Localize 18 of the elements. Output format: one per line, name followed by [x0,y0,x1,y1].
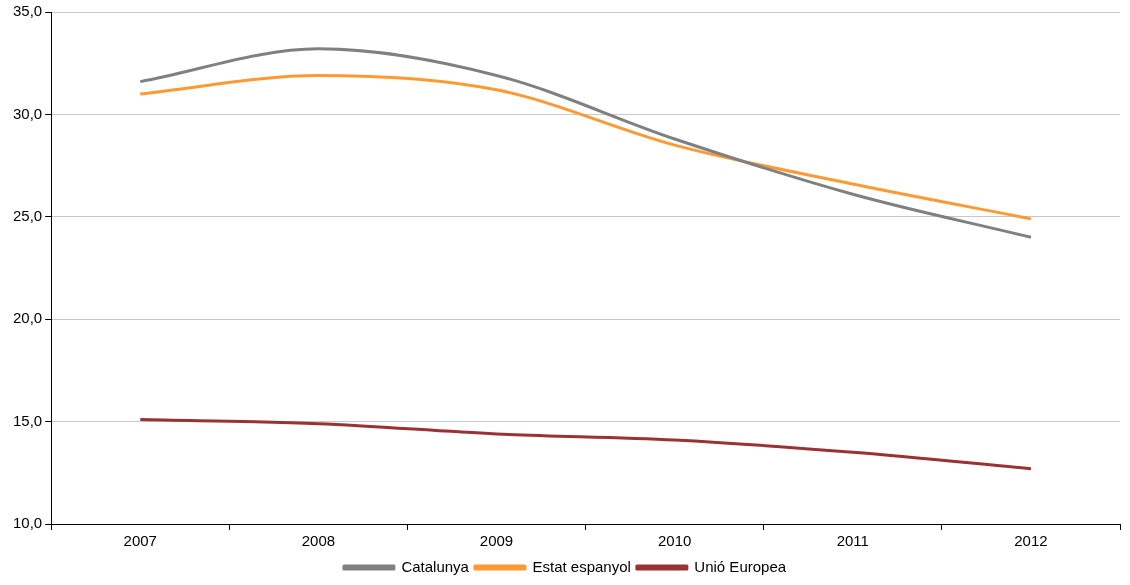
x-tick-label: 2007 [123,532,157,550]
y-tick-label: 30,0 [12,104,43,122]
legend-label: Unió Europea [694,557,787,575]
legend-label: Estat espanyol [532,557,631,575]
line-series [138,47,1033,239]
y-tick-label: 20,0 [12,309,43,327]
line-series [138,73,1033,221]
y-tick-label: 15,0 [12,411,43,429]
y-tick-label: 10,0 [12,514,43,532]
x-tick-label: 2009 [479,532,514,550]
y-tick-label: 25,0 [12,206,43,224]
y-tick-label: 35,0 [12,2,43,20]
legend-label: Catalunya [401,557,470,575]
x-tick-label: 2012 [1014,532,1048,550]
x-tick-label: 2011 [836,532,869,550]
line-series [138,418,1033,471]
x-tick-label: 2008 [301,532,336,550]
x-tick-label: 2010 [657,532,692,550]
